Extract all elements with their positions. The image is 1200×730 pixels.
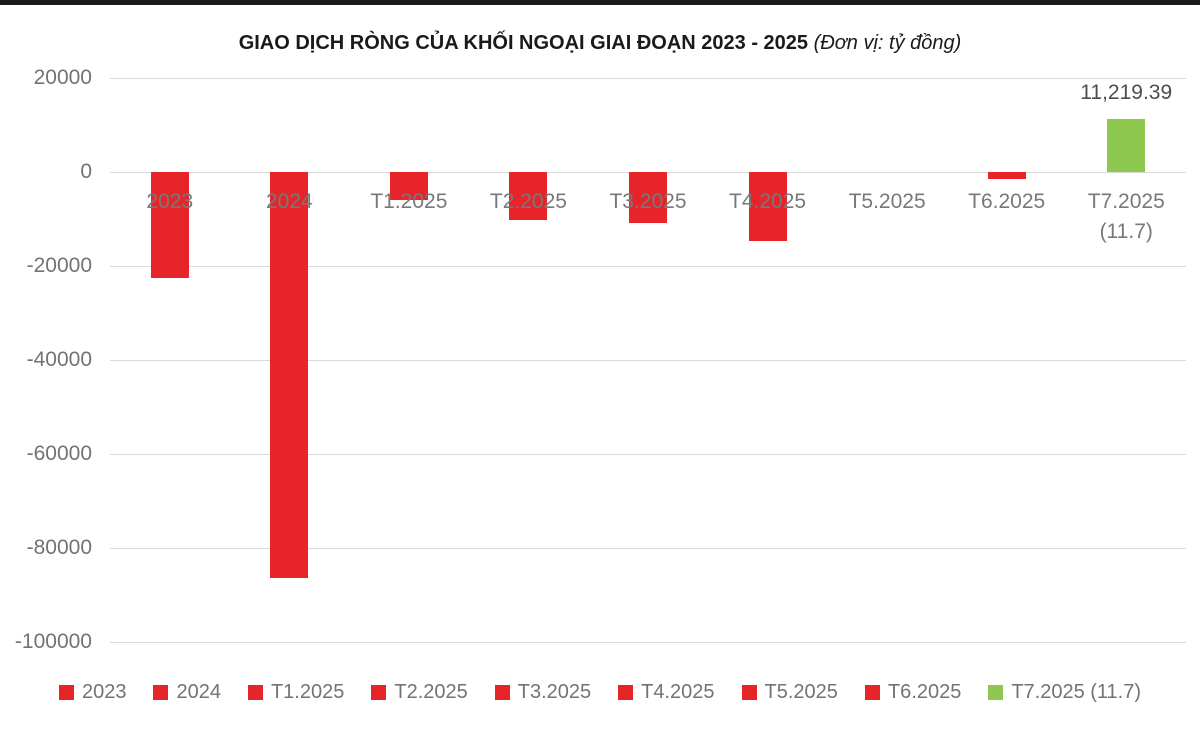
x-axis-label-text: T3.2025 [609,190,687,213]
x-axis-label-t7.2025: T7.2025 (11.7) [1041,187,1200,247]
bar-data-label-t7.2025: 11,219.39 [1080,81,1173,105]
x-axis-label-t5.2025: T5.2025 [802,187,972,217]
y-tick-label: -40000 [26,348,92,371]
legend: 2023 2024 T1.2025 T2.2025 T3.2025 T4.2025 T5.2… [0,681,1200,704]
x-axis-label-text: T4.2025 [729,190,807,213]
legend-swatch-icon [988,685,1004,700]
x-axis-label-t6.2025: T6.2025 [922,187,1092,217]
legend-label: T4.2025 [641,681,715,703]
x-axis-label-text: 2023 [146,190,194,213]
y-tick-label: 0 [80,160,92,183]
x-axis-label-t1.2025: T1.2025 [324,187,494,217]
bar-t7.2025 [1107,119,1146,172]
x-axis-label-t3.2025: T3.2025 [563,187,733,217]
gridline-20000 [110,78,1186,79]
gridline--20000 [110,266,1186,267]
legend-swatch-icon [371,685,387,700]
bar-2024 [270,172,309,579]
legend-swatch-icon [153,685,169,700]
bar-t6.2025 [987,172,1026,180]
top-border [0,0,1200,5]
x-axis-label-text: T1.2025 [370,190,448,213]
bar-2023 [150,172,189,279]
y-tick-label: 20000 [33,66,92,89]
x-axis-label-text: T5.2025 [848,190,926,213]
y-tick-label: -20000 [26,254,92,277]
legend-swatch-icon [741,685,757,700]
legend-item-t5-2025: T5.2025 [741,681,838,704]
bar-t2.2025 [509,172,548,221]
legend-label: 2023 [81,681,127,703]
x-axis-label-2024: 2024 [204,187,374,217]
legend-item-2023: 2023 [58,681,127,704]
x-axis-label-text: 2024 [265,190,313,213]
legend-item-t1-2025: T1.2025 [247,681,345,704]
legend-label: T6.2025 [887,681,962,703]
legend-label: T1.2025 [270,681,345,703]
x-axis-label-text: T6.2025 [968,190,1046,213]
chart-title-main: GIAO DỊCH RÒNG CỦA KHỐI NGOẠI GIAI ĐOẠN … [238,32,809,55]
legend-item-t6-2025: T6.2025 [864,681,962,704]
x-axis-label-t2.2025: T2.2025 [443,187,613,217]
legend-item-t2-2025: T2.2025 [371,681,468,704]
x-axis-sublabel-text: (11.7) [1099,220,1153,243]
legend-swatch-icon [247,685,263,700]
legend-item-t4-2025: T4.2025 [618,681,715,704]
legend-swatch-icon [494,685,510,700]
gridline--60000 [110,454,1186,455]
legend-label: T5.2025 [764,681,838,703]
legend-label: T7.2025 (11.7) [1011,681,1142,703]
legend-item-t3-2025: T3.2025 [494,681,592,704]
y-tick-label: -60000 [26,442,92,465]
legend-swatch-icon [58,685,74,700]
legend-item-2024: 2024 [153,681,221,704]
legend-label: T3.2025 [517,681,592,703]
legend-item-t7-2025-11-7-: T7.2025 (11.7) [988,681,1141,704]
bar-t4.2025 [748,172,787,241]
legend-swatch-icon [864,685,880,700]
gridline--80000 [110,548,1186,549]
legend-label: 2024 [176,681,221,703]
gridline--40000 [110,360,1186,361]
legend-label: T2.2025 [394,681,468,703]
bar-t3.2025 [629,172,667,224]
chart-title-unit: (Đơn vị: tỷ đồng) [813,32,962,55]
x-axis-label-text: T2.2025 [489,190,567,213]
y-tick-label: -100000 [14,630,92,653]
bar-t1.2025 [389,172,428,201]
x-axis-label-2023: 2023 [85,187,255,217]
chart-title: GIAO DỊCH RÒNG CỦA KHỐI NGOẠI GIAI ĐOẠN … [0,29,1200,57]
x-axis-label-text: T7.2025 [1087,190,1165,213]
legend-swatch-icon [618,685,634,700]
gridline--100000 [110,642,1186,643]
x-axis-label-t4.2025: T4.2025 [683,187,853,217]
y-tick-label: -80000 [26,536,92,559]
